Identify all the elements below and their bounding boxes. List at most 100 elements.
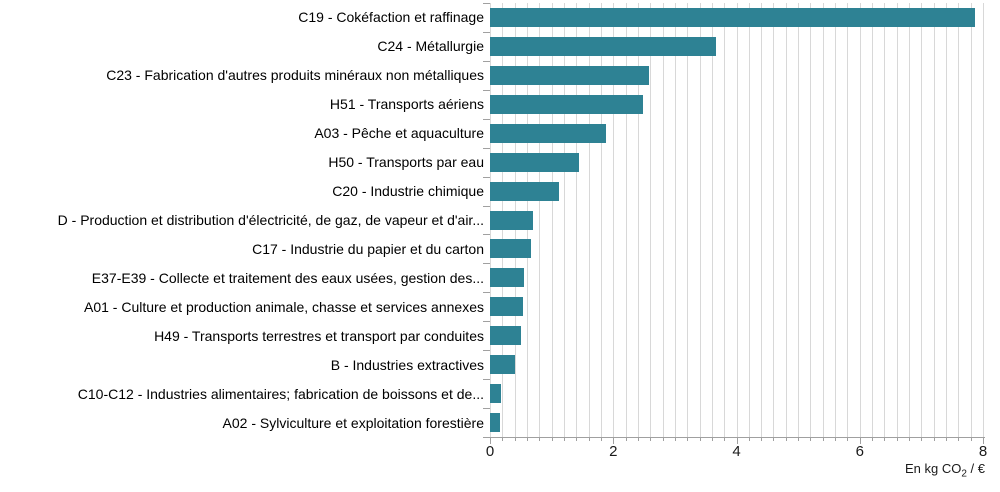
x-axis-minor-tick <box>785 438 787 441</box>
gridline <box>983 3 984 437</box>
bar <box>490 36 716 56</box>
x-axis-minor-tick <box>946 438 948 441</box>
gridline <box>613 3 615 437</box>
x-axis-tick-label: 4 <box>732 443 741 460</box>
category-axis-tick <box>483 89 490 91</box>
bar <box>490 7 975 27</box>
x-axis-minor-tick <box>958 438 960 441</box>
bar <box>490 355 515 375</box>
category-label: B - Industries extractives <box>330 356 484 373</box>
plot-area <box>490 3 984 437</box>
x-axis-major-tick <box>490 438 491 444</box>
gridline <box>798 3 800 437</box>
x-axis-minor-tick <box>896 438 898 441</box>
gridline <box>822 3 824 437</box>
bar <box>490 123 606 143</box>
gridline <box>551 3 553 437</box>
x-axis-minor-tick <box>563 438 565 441</box>
category-label: H51 - Transports aériens <box>329 96 484 113</box>
gridline <box>859 3 861 437</box>
bar <box>490 94 643 114</box>
gridline <box>773 3 775 437</box>
x-axis-minor-tick <box>847 438 849 441</box>
gridline <box>539 3 541 437</box>
x-axis-minor-tick <box>921 438 923 441</box>
gridline <box>835 3 837 437</box>
category-axis-tick <box>483 147 490 149</box>
x-axis-minor-tick <box>699 438 701 441</box>
gridline <box>711 3 713 437</box>
x-axis-minor-tick <box>909 438 911 441</box>
x-axis-minor-tick <box>662 438 664 441</box>
bar <box>490 326 521 346</box>
gridline <box>699 3 701 437</box>
gridline <box>810 3 812 437</box>
gridline <box>600 3 602 437</box>
bar <box>490 181 560 201</box>
x-axis-major-tick <box>983 438 984 444</box>
x-axis-minor-tick <box>711 438 713 441</box>
x-axis-title-suffix: / € <box>966 461 985 476</box>
category-axis-tick <box>483 292 490 294</box>
x-axis-minor-tick <box>600 438 602 441</box>
x-axis-minor-tick <box>773 438 775 441</box>
bar <box>490 413 501 433</box>
gridline <box>921 3 923 437</box>
bar <box>490 384 502 404</box>
bar <box>490 65 649 85</box>
gridline <box>662 3 664 437</box>
gridline <box>576 3 578 437</box>
x-axis-minor-tick <box>650 438 652 441</box>
category-axis-tick <box>483 31 490 33</box>
category-label: C20 - Industrie chimique <box>332 183 484 200</box>
x-axis-minor-tick <box>798 438 800 441</box>
x-axis-minor-tick <box>872 438 874 441</box>
gridline <box>958 3 960 437</box>
category-axis-tick <box>483 176 490 178</box>
category-label: A03 - Pêche et aquaculture <box>314 125 484 142</box>
x-axis-title: En kg CO2 / € <box>700 461 985 480</box>
bar <box>490 297 523 317</box>
gridline <box>933 3 935 437</box>
gridline <box>748 3 750 437</box>
category-label: C19 - Cokéfaction et raffinage <box>298 9 484 26</box>
x-axis-minor-tick <box>625 438 627 441</box>
x-axis-major-tick <box>736 438 738 444</box>
x-axis-minor-tick <box>933 438 935 441</box>
x-axis-minor-tick <box>970 438 972 441</box>
gridline <box>736 3 738 437</box>
category-label: C23 - Fabrication d'autres produits miné… <box>106 67 484 84</box>
category-label: H49 - Transports terrestres et transport… <box>154 327 484 344</box>
x-axis-minor-tick <box>551 438 553 441</box>
x-axis-minor-tick <box>687 438 689 441</box>
category-axis-tick <box>483 321 490 323</box>
gridline <box>650 3 652 437</box>
category-label: E37-E39 - Collecte et traitement des eau… <box>91 269 484 286</box>
gridline <box>563 3 565 437</box>
category-label: C17 - Industrie du papier et du carton <box>252 240 484 257</box>
gridline <box>761 3 763 437</box>
x-axis-title-subscript: 2 <box>961 468 967 480</box>
gridline <box>946 3 948 437</box>
category-axis-tick <box>483 3 490 4</box>
x-axis-tick-label: 6 <box>855 443 864 460</box>
category-axis-tick <box>483 60 490 62</box>
x-axis-tick-label: 0 <box>485 443 495 460</box>
gridline <box>687 3 689 437</box>
gridline <box>625 3 627 437</box>
gridline <box>896 3 898 437</box>
x-axis-minor-tick <box>761 438 763 441</box>
bar <box>490 152 579 172</box>
x-axis-title-text: En kg CO <box>905 461 962 476</box>
category-label: A02 - Sylviculture et exploitation fores… <box>222 414 484 431</box>
x-axis-major-tick <box>859 438 861 444</box>
category-axis-tick <box>483 118 490 120</box>
gridline <box>724 3 726 437</box>
gridline <box>588 3 590 437</box>
x-axis-tick-label: 2 <box>609 443 618 460</box>
category-label: A01 - Culture et production animale, cha… <box>84 298 484 315</box>
bar <box>490 268 524 288</box>
category-axis-tick <box>483 205 490 207</box>
bar <box>490 239 531 259</box>
